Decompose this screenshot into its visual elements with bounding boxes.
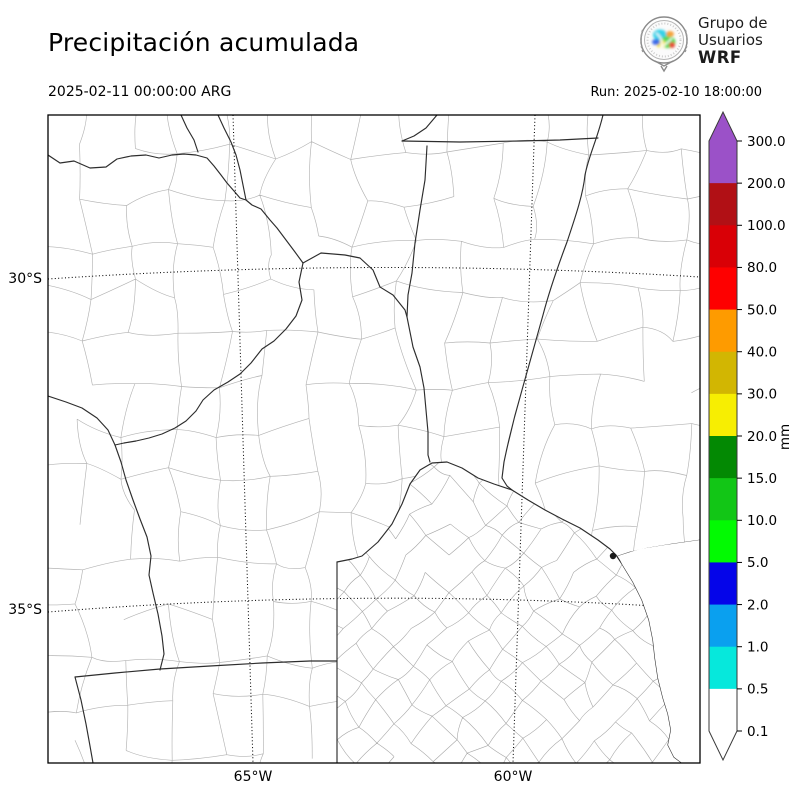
colorbar-tick-label: 0.1 [747, 724, 768, 740]
colorbar-band [709, 141, 737, 184]
gridline-65w [232, 115, 254, 763]
santa-fe-north-boundary [401, 137, 599, 143]
map-frame [47, 114, 701, 764]
colorbar-tick-label: 2.0 [747, 597, 768, 613]
colorbar-tick-label: 1.0 [747, 640, 768, 656]
colorbar-tick-label: 5.0 [747, 555, 768, 571]
colorbar-bands [709, 112, 737, 760]
colorbar-band [709, 183, 737, 226]
colorbar-tick-label: 300.0 [747, 134, 786, 150]
buenos-aires-city-marker [609, 552, 617, 560]
cordoba-west-boundary [114, 262, 304, 446]
valid-time-label: 2025-02-11 00:00:00 ARG [48, 84, 232, 100]
lat-label-35s: 35°S [8, 602, 42, 618]
colorbar-band [709, 731, 737, 760]
wrf-logo: Grupo de Usuarios WRF [634, 10, 794, 76]
colorbar-band [709, 112, 737, 141]
logo-text-line2: Usuarios [698, 31, 763, 49]
desaguadero-river [114, 444, 165, 671]
logo-ribbon [654, 60, 674, 73]
colorbar-tick-label: 0.5 [747, 682, 768, 698]
logo-laurel [640, 28, 688, 53]
colorbar-band [709, 225, 737, 268]
colorbar-band [709, 436, 737, 479]
logo-text-line3: WRF [698, 48, 742, 67]
colorbar-band [709, 351, 737, 395]
colorbar-tick-label: 100.0 [747, 218, 786, 234]
la-pampa-west-boundary [74, 676, 94, 763]
rio-de-la-plata-coast [511, 489, 683, 763]
mendoza-north-boundary [48, 395, 116, 446]
page-title: Precipitación acumulada [48, 28, 360, 57]
county-boundaries-mesh [48, 115, 700, 763]
colorbar-tick-label: 15.0 [747, 471, 777, 487]
lon-label-65w: 65°W [234, 769, 273, 785]
colorbar-tick-label: 200.0 [747, 176, 786, 192]
gridline-35s [48, 597, 700, 613]
chaco-wedge-boundary [401, 115, 438, 142]
colorbar-band [709, 309, 737, 353]
logo-ring-text [646, 22, 682, 58]
gridline-60w [512, 115, 536, 763]
colorbar-tick-label: 80.0 [747, 260, 777, 276]
uruguay-shore [617, 539, 700, 557]
colorbar-band [709, 646, 737, 690]
colorbar-band [709, 604, 737, 648]
province-boundary-nw-plateau [48, 153, 247, 201]
colorbar-band [709, 478, 737, 521]
buenos-aires-north-boundary [336, 461, 513, 563]
buenos-aires-partidos-mesh [337, 462, 682, 763]
gridline-30s [48, 266, 700, 280]
lon-label-60w: 60°W [494, 769, 533, 785]
colorbar-band [709, 520, 737, 563]
colorbar-ticks: 300.0 200.0 100.0 80.0 50.0 40.0 30.0 20.0 15.0 1… [737, 134, 786, 740]
colorbar-band [709, 688, 737, 732]
colorbar-band [709, 562, 737, 606]
wrf-logo-emblem [640, 16, 688, 73]
colorbar-band [709, 393, 737, 437]
colorbar-tick-label: 10.0 [747, 513, 777, 529]
colorbar-tick-label: 50.0 [747, 302, 777, 318]
cordoba-north-boundary [302, 252, 408, 318]
lat-label-30s: 30°S [8, 271, 42, 287]
colorbar-tick-label: 40.0 [747, 345, 777, 361]
colorbar-unit-label: mm [777, 424, 793, 450]
colorbar-tick-label: 30.0 [747, 387, 777, 403]
parana-river [501, 115, 604, 491]
logo-radar-blob [652, 29, 676, 49]
colorbar-tick-label: 20.0 [747, 429, 777, 445]
colorbar-band [709, 267, 737, 311]
logo-text-line1: Grupo de [698, 14, 768, 32]
cordoba-santa-fe-boundary [406, 145, 431, 463]
province-boundary-top-2 [217, 115, 304, 264]
run-time-label: Run: 2025-02-10 18:00:00 [590, 85, 762, 100]
la-pampa-north-boundary [74, 660, 338, 678]
province-boundary-top-1 [180, 115, 199, 153]
